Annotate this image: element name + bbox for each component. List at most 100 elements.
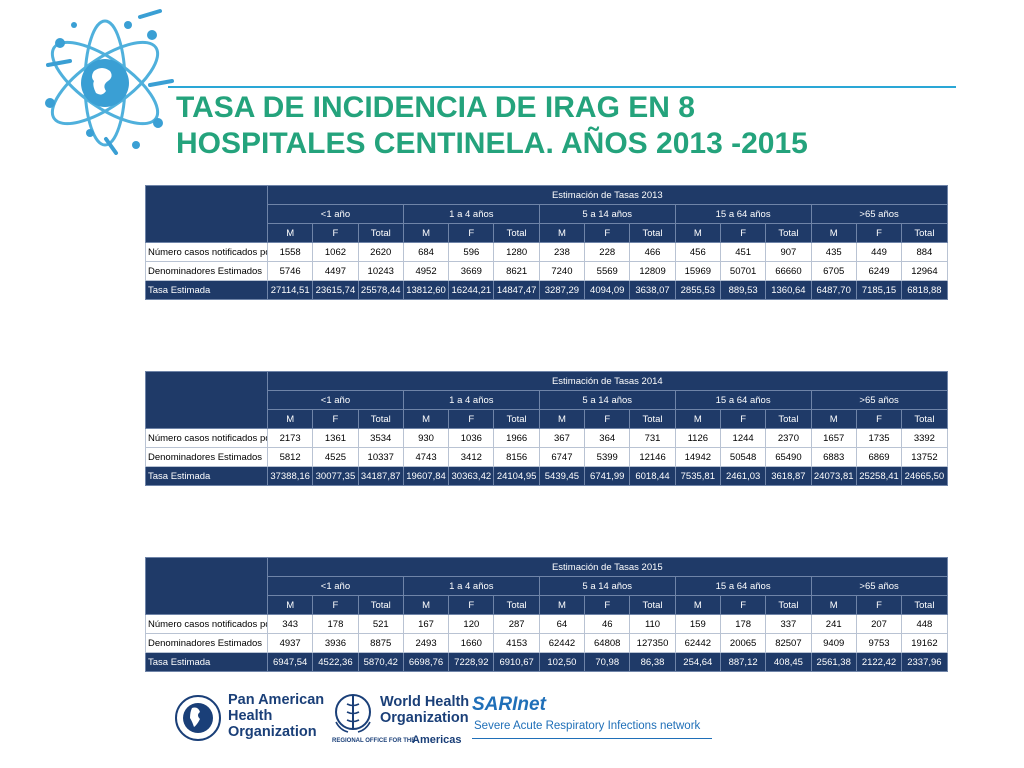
sex-header: M bbox=[674, 223, 721, 243]
table-cell: 46 bbox=[584, 614, 631, 634]
age-group-header: >65 años bbox=[810, 204, 948, 224]
globe-emblem-icon bbox=[45, 9, 174, 155]
table-cell: 7535,81 bbox=[674, 466, 721, 486]
table-cell: 731 bbox=[629, 428, 676, 448]
table-cell: 6018,44 bbox=[629, 466, 676, 486]
table-cell: 1558 bbox=[266, 242, 314, 262]
table-cell: 6741,99 bbox=[584, 466, 631, 486]
title-rule bbox=[168, 86, 956, 88]
title-line-2: HOSPITALES CENTINELA. AÑOS 2013 -2015 bbox=[176, 127, 808, 160]
age-group-header: 1 a 4 años bbox=[402, 390, 540, 410]
table-cell: 449 bbox=[855, 242, 903, 262]
table-cell: 62442 bbox=[538, 633, 586, 653]
table-cell: 238 bbox=[538, 242, 586, 262]
table-cell: 228 bbox=[584, 242, 631, 262]
sarinet-underline bbox=[472, 738, 712, 739]
table-cell: 19162 bbox=[901, 633, 948, 653]
row-label: Tasa Estimada bbox=[145, 466, 268, 486]
table-cell: 86,38 bbox=[629, 652, 676, 672]
table-cell: 884 bbox=[901, 242, 948, 262]
paho-name: Pan American Health Organization bbox=[228, 692, 324, 740]
table-cell: 16244,21 bbox=[448, 280, 495, 300]
table-cell: 337 bbox=[765, 614, 812, 634]
table-row: Número casos notificados por IRAG 155810… bbox=[145, 242, 948, 262]
sex-header: M bbox=[266, 595, 314, 615]
sarinet-logo: SARInet bbox=[472, 694, 546, 715]
table-cell: 66660 bbox=[765, 261, 812, 281]
table-cell: 82507 bbox=[765, 633, 812, 653]
table-cell: 4094,09 bbox=[584, 280, 631, 300]
paho-line-1: Pan American bbox=[228, 692, 325, 708]
sex-header: Total bbox=[493, 595, 540, 615]
who-emblem-icon bbox=[335, 694, 371, 733]
table-cell: 13752 bbox=[901, 447, 948, 467]
sex-header: M bbox=[674, 595, 721, 615]
table-row: Tasa Estimada 37388,16 30077,35 34187,87 1… bbox=[145, 466, 948, 486]
who-name: World Health Organization bbox=[380, 694, 469, 726]
sex-header: Total bbox=[629, 409, 676, 429]
table-cell: 3618,87 bbox=[765, 466, 812, 486]
row-label: Tasa Estimada bbox=[145, 652, 268, 672]
table-row: Número casos notificados por IRAG 343178… bbox=[145, 614, 948, 634]
sex-header: F bbox=[584, 223, 631, 243]
table-cell: 30363,42 bbox=[448, 466, 495, 486]
table-cell: 1735 bbox=[855, 428, 903, 448]
age-group-header: 15 a 64 años bbox=[674, 576, 812, 596]
table-cell: 2370 bbox=[765, 428, 812, 448]
table-cell: 3287,29 bbox=[538, 280, 586, 300]
table-cell: 241 bbox=[810, 614, 857, 634]
table-cell: 4497 bbox=[312, 261, 359, 281]
table-cell: 435 bbox=[810, 242, 857, 262]
who-line-2: Organization bbox=[380, 710, 469, 726]
table-cell: 4952 bbox=[402, 261, 450, 281]
table-cell: 23615,74 bbox=[312, 280, 359, 300]
table-cell: 7185,15 bbox=[855, 280, 903, 300]
sex-header: Total bbox=[357, 409, 404, 429]
table-cell: 448 bbox=[901, 614, 948, 634]
sex-header: F bbox=[584, 595, 631, 615]
table-cell: 178 bbox=[312, 614, 359, 634]
table-cell: 1361 bbox=[312, 428, 359, 448]
table-cell: 110 bbox=[629, 614, 676, 634]
sex-header: M bbox=[674, 409, 721, 429]
table-cell: 3412 bbox=[448, 447, 495, 467]
age-group-header: 1 a 4 años bbox=[402, 204, 540, 224]
table-cell: 8156 bbox=[493, 447, 540, 467]
sex-header: F bbox=[312, 223, 359, 243]
rates-table-2015: Estimación de Tasas 2015 <1 año 1 a 4 añ… bbox=[145, 557, 948, 672]
sex-header: Total bbox=[765, 595, 812, 615]
table-cell: 20065 bbox=[719, 633, 767, 653]
age-group-header: 15 a 64 años bbox=[674, 390, 812, 410]
age-group-header: <1 año bbox=[267, 576, 404, 596]
sex-header: Total bbox=[629, 223, 676, 243]
table-cell: 684 bbox=[402, 242, 450, 262]
table-cell: 367 bbox=[538, 428, 586, 448]
page-title: TASA DE INCIDENCIA DE IRAG EN 8 HOSPITAL… bbox=[176, 90, 808, 162]
sex-header: M bbox=[538, 409, 586, 429]
table-cell: 10243 bbox=[357, 261, 404, 281]
sex-header: M bbox=[402, 595, 450, 615]
table-cell: 50701 bbox=[719, 261, 767, 281]
row-label: Número casos notificados por IRAG bbox=[145, 428, 268, 448]
sex-header: Total bbox=[901, 595, 948, 615]
age-group-header: >65 años bbox=[810, 390, 948, 410]
rates-table-2014: Estimación de Tasas 2014 <1 año 1 a 4 añ… bbox=[145, 371, 948, 486]
table-cell: 4153 bbox=[493, 633, 540, 653]
table-cell: 2493 bbox=[402, 633, 450, 653]
table-cell: 10337 bbox=[357, 447, 404, 467]
sex-header: F bbox=[855, 595, 903, 615]
table-row: Tasa Estimada 6947,54 4522,36 5870,42 6698… bbox=[145, 652, 948, 672]
age-group-header: 5 a 14 años bbox=[538, 576, 676, 596]
table-heading: Estimación de Tasas 2015 bbox=[267, 557, 948, 577]
table-cell: 2173 bbox=[266, 428, 314, 448]
table-cell: 456 bbox=[674, 242, 721, 262]
table-cell: 5399 bbox=[584, 447, 631, 467]
sex-header: F bbox=[855, 223, 903, 243]
table-row: Denominadores Estimados 5746 4497 10243 49… bbox=[145, 261, 948, 281]
table-cell: 1657 bbox=[810, 428, 857, 448]
sex-header: F bbox=[719, 223, 767, 243]
table-cell: 521 bbox=[357, 614, 404, 634]
sex-header: F bbox=[448, 223, 495, 243]
age-group-header: 5 a 14 años bbox=[538, 204, 676, 224]
table-cell: 4525 bbox=[312, 447, 359, 467]
